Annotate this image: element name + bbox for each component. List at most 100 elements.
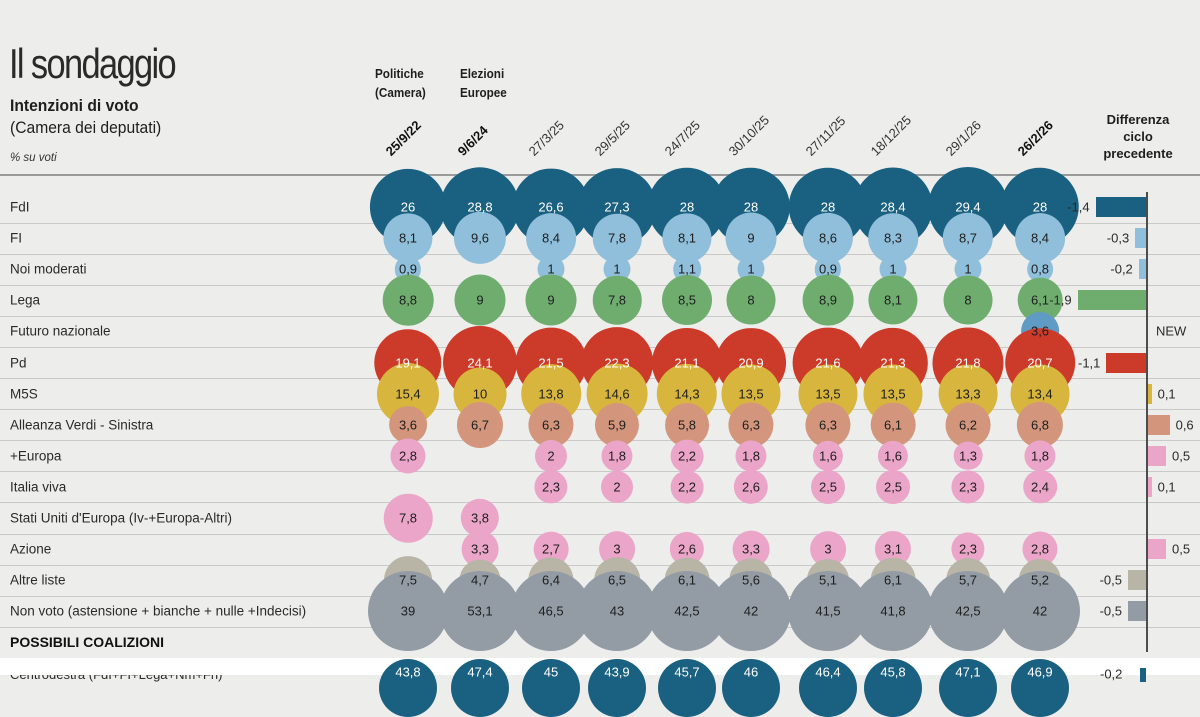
coalition-value-label: 46,9 bbox=[1027, 664, 1053, 679]
data-value-label: 3,3 bbox=[470, 541, 490, 557]
data-value-label: 5,8 bbox=[677, 417, 697, 433]
data-value-label: 1,6 bbox=[818, 448, 838, 464]
chart-subtitle: (Camera dei deputati) bbox=[10, 118, 162, 137]
coalition-difference-label: -0,2 bbox=[1100, 666, 1123, 681]
date-column-label: 29/5/25 bbox=[591, 117, 633, 159]
data-value-label: 2,8 bbox=[1030, 541, 1050, 557]
data-value-label: 14,3 bbox=[674, 386, 700, 402]
difference-value-label: 0,6 bbox=[1175, 417, 1194, 433]
data-value-label: 2,3 bbox=[958, 479, 978, 495]
data-value-label: 29,4 bbox=[955, 199, 981, 215]
row-divider bbox=[0, 502, 1200, 504]
data-value-label: 1,8 bbox=[607, 448, 627, 464]
difference-zero-axis bbox=[1146, 192, 1148, 652]
data-value-label: 6,3 bbox=[818, 417, 838, 433]
date-column-label: 26/2/26 bbox=[1014, 117, 1056, 159]
data-value-label: 28,4 bbox=[880, 199, 906, 215]
coalition-value-label: 43,9 bbox=[604, 664, 630, 679]
data-value-label: 42,5 bbox=[955, 603, 981, 619]
data-value-label: 20,9 bbox=[738, 355, 764, 370]
difference-bar bbox=[1135, 228, 1146, 249]
coalition-value-label: 46,4 bbox=[815, 664, 841, 679]
data-bubble bbox=[726, 275, 776, 325]
data-bubble bbox=[456, 401, 504, 448]
data-value-label: 2,5 bbox=[818, 479, 838, 495]
data-value-label: 13,8 bbox=[538, 386, 564, 402]
data-value-label: 46,5 bbox=[538, 603, 564, 619]
difference-value-label: 0,1 bbox=[1157, 386, 1176, 402]
data-value-label: 6,5 bbox=[607, 572, 627, 588]
data-value-label: 3,1 bbox=[883, 541, 903, 557]
data-value-label: 2,5 bbox=[883, 479, 903, 495]
data-value-label: 5,1 bbox=[818, 572, 838, 588]
data-bubble bbox=[534, 470, 568, 504]
data-value-label: 28 bbox=[1032, 199, 1048, 215]
data-value-label: 9 bbox=[547, 292, 555, 308]
difference-bar bbox=[1148, 476, 1152, 497]
chart-subtitle-bold: Intenzioni di voto bbox=[10, 96, 139, 115]
data-bubble bbox=[601, 470, 633, 503]
data-bubble bbox=[670, 439, 704, 473]
data-value-label: 2,2 bbox=[677, 479, 697, 495]
data-value-label: 3,6 bbox=[1030, 323, 1050, 339]
difference-bar bbox=[1138, 259, 1146, 280]
data-value-label: 8,1 bbox=[883, 292, 903, 308]
data-value-label: 8,9 bbox=[818, 292, 838, 308]
data-bubble bbox=[528, 402, 574, 448]
data-value-label: 28 bbox=[679, 199, 695, 215]
difference-bar bbox=[1095, 197, 1146, 217]
data-bubble bbox=[577, 571, 657, 652]
data-bubble bbox=[662, 275, 712, 326]
data-bubble bbox=[877, 440, 909, 471]
row-label: Altre liste bbox=[10, 572, 66, 588]
data-value-label: 8,7 bbox=[958, 230, 978, 246]
data-bubble bbox=[1015, 213, 1065, 263]
data-value-label: 9 bbox=[476, 292, 484, 308]
data-value-label: 21,5 bbox=[538, 355, 564, 370]
data-bubble bbox=[728, 402, 774, 448]
difference-bar bbox=[1128, 570, 1146, 591]
data-value-label: 5,9 bbox=[607, 417, 627, 433]
data-value-label: 0,9 bbox=[398, 261, 418, 277]
data-value-label: 5,2 bbox=[1030, 572, 1050, 588]
data-value-label: 8,8 bbox=[398, 292, 418, 308]
difference-value-label: -0,2 bbox=[1110, 261, 1133, 277]
coalition-value-label: 46 bbox=[743, 664, 759, 679]
data-bubble bbox=[383, 493, 433, 543]
data-value-label: 13,3 bbox=[955, 386, 981, 402]
data-value-label: 19,1 bbox=[395, 355, 421, 370]
data-value-label: 6,1 bbox=[883, 417, 903, 433]
data-bubble bbox=[735, 440, 767, 472]
data-value-label: 6,2 bbox=[958, 417, 978, 433]
date-column-label: 29/1/26 bbox=[942, 117, 984, 159]
data-value-label: 13,5 bbox=[815, 386, 841, 402]
data-value-label: 1,3 bbox=[958, 448, 978, 464]
data-value-label: 28 bbox=[743, 199, 759, 215]
data-bubble bbox=[802, 213, 854, 264]
data-value-label: 2,4 bbox=[1030, 479, 1050, 495]
data-value-label: 2 bbox=[547, 448, 555, 464]
data-value-label: 5,7 bbox=[958, 572, 978, 588]
data-bubble bbox=[868, 275, 918, 325]
date-column-label: 27/11/25 bbox=[802, 113, 849, 159]
date-column-label: 27/3/25 bbox=[525, 117, 567, 159]
data-value-label: 8,6 bbox=[818, 230, 838, 246]
data-bubble bbox=[389, 405, 427, 444]
data-value-label: 42,5 bbox=[674, 603, 700, 619]
data-value-label: 13,5 bbox=[880, 386, 906, 402]
data-value-label: 8 bbox=[747, 292, 755, 308]
data-value-label: 2 bbox=[613, 479, 621, 495]
column-group-line: Politiche bbox=[375, 66, 424, 81]
difference-value-label: -1,1 bbox=[1077, 355, 1101, 370]
data-bubble bbox=[1027, 256, 1053, 283]
difference-header-line: Differenza bbox=[1106, 112, 1170, 127]
data-bubble bbox=[870, 402, 916, 447]
data-value-label: 1,8 bbox=[1030, 448, 1050, 464]
row-label: Stati Uniti d'Europa (Iv-+Europa-Altri) bbox=[10, 510, 233, 526]
coalition-value-label: 45,7 bbox=[674, 664, 700, 679]
data-value-label: 1,1 bbox=[677, 261, 697, 277]
section-label: POSSIBILI COALIZIONI bbox=[10, 634, 165, 651]
data-value-label: 6,8 bbox=[1030, 417, 1050, 433]
data-bubble bbox=[725, 212, 777, 264]
data-value-label: 2,8 bbox=[398, 448, 418, 464]
